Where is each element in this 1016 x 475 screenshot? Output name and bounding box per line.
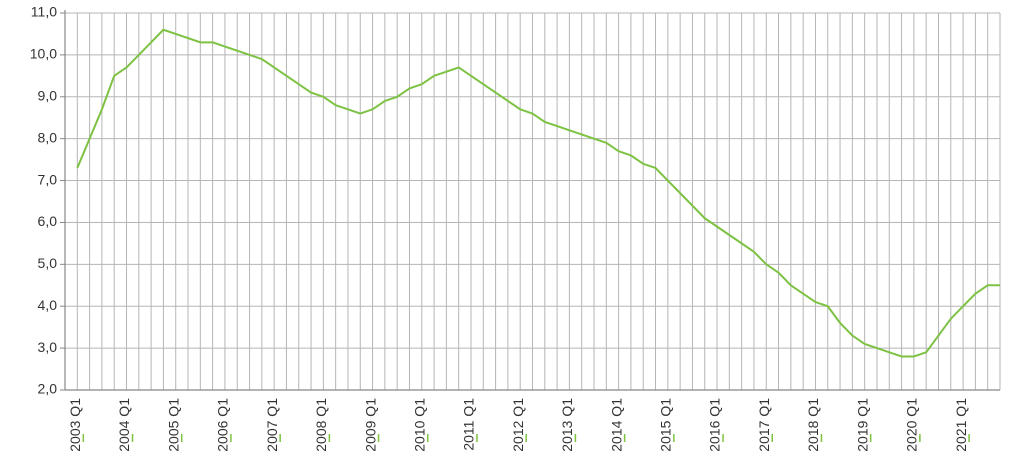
x-tick-label: 2003 Q1 <box>67 398 83 452</box>
y-tick-label: 6,0 <box>38 213 58 229</box>
x-tick-label: 2020 Q1 <box>904 398 920 452</box>
y-tick-label: 7,0 <box>38 171 58 187</box>
x-tick-label: 2012 Q1 <box>510 398 526 452</box>
y-tick-label: 8,0 <box>38 129 58 145</box>
x-tick-label: 2008 Q1 <box>313 398 329 452</box>
x-tick-label: 2018 Q1 <box>805 398 821 452</box>
x-tick-label: 2010 Q1 <box>411 398 427 452</box>
x-tick-label: 2005 Q1 <box>165 398 181 452</box>
x-tick-label: 2006 Q1 <box>215 398 231 452</box>
x-tick-label: 2015 Q1 <box>658 398 674 452</box>
y-tick-label: 9,0 <box>38 87 58 103</box>
x-tick-label: 2011 Q1 <box>461 398 477 451</box>
y-tick-label: 11,0 <box>31 4 57 20</box>
y-tick-label: 2,0 <box>38 381 58 397</box>
x-tick-label: 2019 Q1 <box>854 398 870 452</box>
y-tick-label: 10,0 <box>30 46 57 62</box>
x-tick-label: 2017 Q1 <box>756 398 772 452</box>
y-tick-label: 3,0 <box>38 339 58 355</box>
line-series <box>76 28 1000 358</box>
x-tick-label: 2009 Q1 <box>362 398 378 452</box>
x-tick-label: 2014 Q1 <box>608 398 624 452</box>
x-tick-label: 2007 Q1 <box>264 398 280 452</box>
y-tick-label: 4,0 <box>38 297 58 313</box>
x-tick-label: 2013 Q1 <box>559 398 575 452</box>
x-tick-label: 2004 Q1 <box>116 398 132 452</box>
x-tick-label: 2021 Q1 <box>953 398 969 452</box>
y-tick-label: 5,0 <box>38 255 58 271</box>
x-tick-label: 2016 Q1 <box>707 398 723 452</box>
